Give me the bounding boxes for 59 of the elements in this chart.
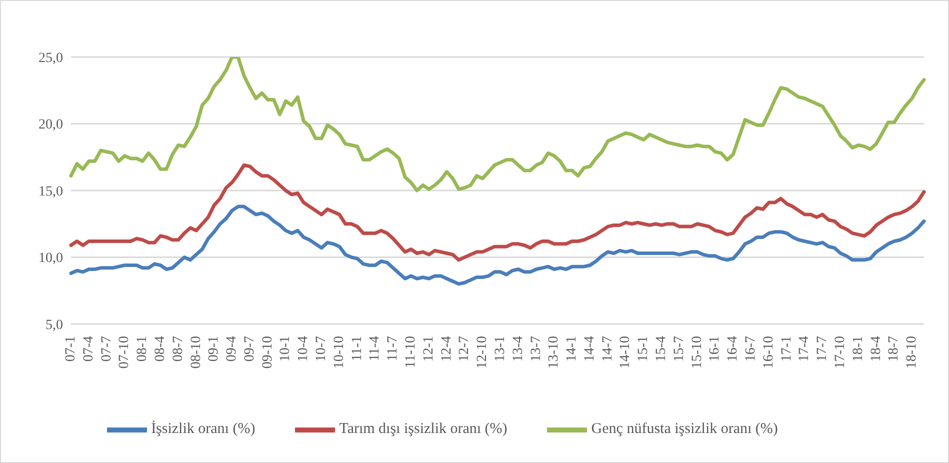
- x-tick-label: 07-4: [81, 336, 96, 362]
- x-tick-label: 11-4: [368, 336, 383, 362]
- x-tick-label: 13-1: [492, 336, 508, 362]
- x-tick-label: 15-4: [654, 336, 670, 362]
- x-tick-label: 14-1: [564, 336, 580, 362]
- x-tick-label: 08-7: [170, 336, 186, 362]
- line-series: [69, 204, 926, 286]
- x-tick-label: 18-4: [868, 336, 884, 362]
- x-tick-label: 09-4: [224, 336, 240, 362]
- x-tick-label: 11-1: [350, 336, 365, 362]
- x-tick-label: 13-10: [546, 336, 562, 369]
- x-tick-label: 13-4: [510, 336, 526, 362]
- x-tick-label: 11-7: [386, 336, 401, 362]
- x-tick-label: 08-10: [188, 336, 204, 369]
- x-tick-label: 13-7: [528, 336, 544, 362]
- x-tick-label: 15-7: [672, 336, 687, 362]
- y-tick-label: 15,0: [38, 184, 63, 200]
- x-tick-label: 07-10: [117, 336, 132, 369]
- x-tick-label: 12-1: [421, 336, 436, 362]
- x-tick-label: 07-1: [64, 336, 78, 362]
- x-tick-label: 17-10: [832, 336, 848, 369]
- x-tick-label: 10-10: [332, 336, 347, 369]
- x-tick-label: 16-4: [726, 336, 741, 362]
- x-tick-label: 16-1: [708, 336, 723, 362]
- x-tick-label: 17-7: [815, 336, 830, 362]
- x-tick-label: 14-7: [600, 336, 616, 362]
- line-series: [69, 57, 926, 192]
- x-tick-label: 14-10: [618, 336, 634, 369]
- x-tick-label: 18-10: [904, 336, 920, 369]
- x-tick-label: 15-10: [690, 336, 705, 369]
- x-tick-label: 14-4: [582, 336, 598, 362]
- x-tick-label: 16-10: [761, 336, 776, 369]
- x-tick-label: 12-7: [457, 336, 472, 362]
- x-tick-label: 10-4: [296, 336, 312, 362]
- y-tick-label: 5,0: [46, 318, 63, 333]
- x-tick-label: 11-10: [404, 336, 419, 368]
- line-series: [69, 163, 926, 262]
- x-tick-label: 08-4: [152, 336, 168, 362]
- legend-label: İşsizlik oranı (%): [151, 421, 256, 438]
- x-tick-label: 17-1: [779, 336, 794, 362]
- legend-label: Genç nüfusta işsizlik oranı (%): [591, 421, 778, 438]
- x-tick-label: 09-1: [206, 336, 222, 362]
- x-tick-label: 09-10: [260, 336, 276, 369]
- x-tick-label: 10-7: [314, 336, 330, 362]
- x-tick-label: 12-4: [439, 336, 454, 362]
- x-tick-label: 18-7: [886, 336, 902, 362]
- x-tick-label: 12-10: [475, 336, 490, 369]
- y-tick-label: 25,0: [38, 50, 63, 66]
- x-tick-label: 18-1: [850, 336, 866, 362]
- y-tick-label: 20,0: [38, 118, 63, 133]
- x-tick-label: 09-7: [242, 336, 258, 362]
- y-tick-label: 10,0: [38, 251, 63, 266]
- x-tick-label: 17-4: [797, 336, 812, 362]
- x-tick-label: 07-7: [99, 336, 114, 362]
- legend-label: Tarım dışı işsizlik oranı (%): [339, 421, 508, 438]
- x-tick-label: 16-7: [744, 336, 759, 362]
- x-tick-label: 10-1: [278, 336, 294, 362]
- x-tick-label: 08-1: [135, 336, 150, 362]
- x-tick-label: 15-1: [636, 336, 652, 362]
